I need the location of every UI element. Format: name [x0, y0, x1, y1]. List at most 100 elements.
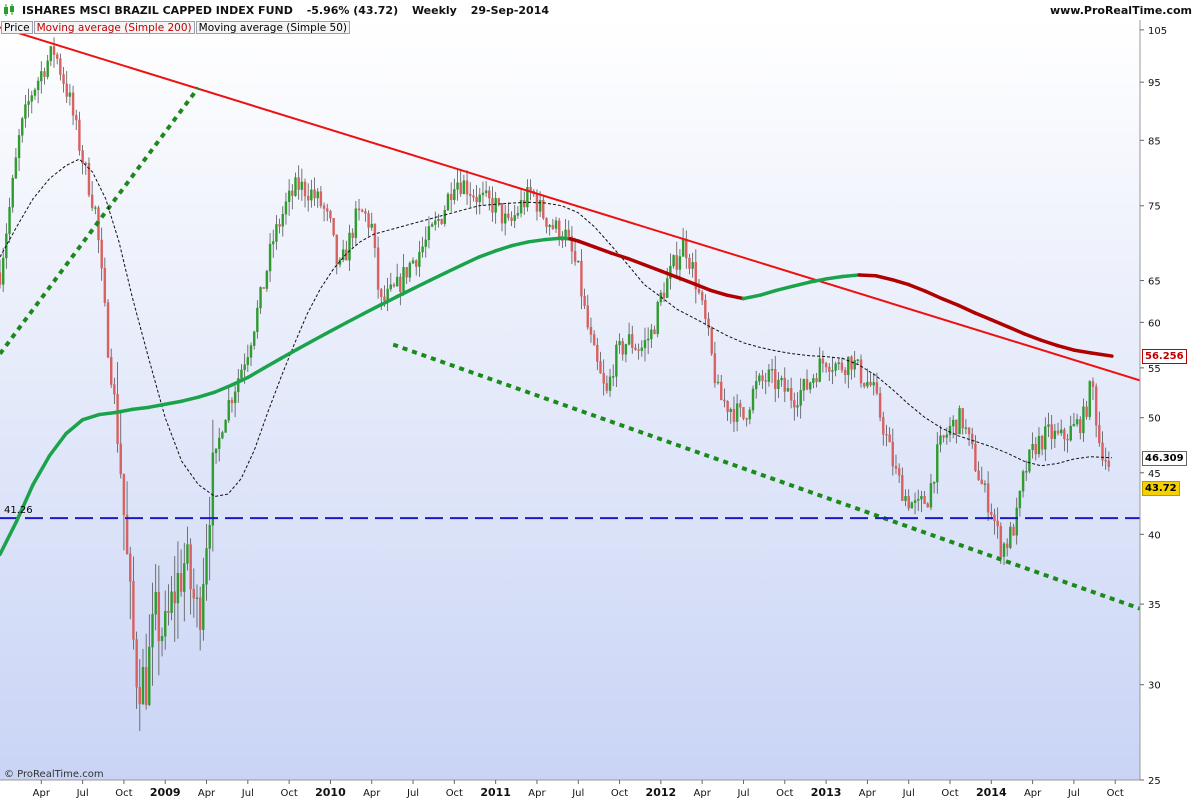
candle [90, 194, 94, 209]
ma200-segment [279, 347, 300, 361]
candle [183, 563, 186, 592]
candle [519, 200, 523, 214]
candle [481, 192, 485, 196]
candle [443, 209, 447, 224]
candle [971, 433, 974, 445]
candle [408, 262, 412, 278]
candle [605, 383, 609, 391]
legend-ma200[interactable]: Moving average (Simple 200) [33, 21, 195, 34]
candle [125, 514, 129, 555]
ma200-segment [923, 289, 944, 301]
candle [21, 118, 24, 136]
candle [828, 366, 831, 372]
x-tick-label: 2012 [646, 786, 677, 799]
x-tick-label: 2014 [976, 786, 1007, 799]
candle [81, 150, 84, 164]
candle [237, 378, 240, 393]
candle [920, 496, 923, 500]
candle [815, 378, 818, 382]
x-tick-label: Oct [941, 788, 958, 799]
y-tick-label: 45 [1148, 469, 1161, 480]
x-tick-label: Oct [446, 788, 463, 799]
candle [421, 246, 424, 253]
candle [17, 135, 21, 158]
candle [472, 195, 475, 198]
ma200-segment [444, 262, 465, 275]
candle [942, 435, 945, 438]
candle [885, 434, 888, 436]
ma200-segment [939, 296, 961, 307]
candle [440, 219, 443, 224]
candle [618, 341, 621, 346]
period-label: Weekly [411, 4, 457, 17]
x-tick-label: Jul [406, 788, 419, 799]
candle [1028, 449, 1031, 472]
candle [1094, 386, 1098, 426]
ma200-segment [80, 412, 101, 422]
ma200-segment [526, 237, 547, 244]
candle [233, 391, 237, 404]
trendline-channel-lower[interactable] [392, 342, 1140, 611]
candle [138, 687, 141, 705]
candle [634, 347, 637, 350]
ma200-segment [758, 288, 779, 297]
y-tick-label: 55 [1148, 364, 1161, 375]
candle [678, 256, 682, 270]
candle [103, 267, 107, 303]
ma200-segment [1088, 351, 1114, 358]
x-tick-label: Jul [76, 788, 89, 799]
candle [399, 276, 402, 292]
ma200-segment [97, 410, 118, 417]
legend-price[interactable]: Price [1, 21, 33, 34]
candle [777, 379, 780, 390]
ma200-segment [295, 338, 316, 351]
ma200-segment [807, 277, 828, 284]
candle [243, 364, 246, 371]
candle [716, 381, 720, 384]
candle [726, 401, 729, 413]
candle [1072, 424, 1076, 427]
ma200-segment [146, 402, 167, 410]
candle [980, 479, 983, 485]
ma200-segment [345, 311, 366, 325]
ma200-segment [246, 366, 267, 380]
candle [300, 181, 304, 190]
candle [192, 588, 196, 599]
ma200-segment [493, 243, 514, 253]
legend-ma50[interactable]: Moving average (Simple 50) [195, 21, 350, 34]
chart-date: 29-Sep-2014 [470, 4, 550, 17]
candle [729, 409, 732, 413]
candle [319, 191, 323, 206]
ma50-line[interactable] [0, 158, 1112, 498]
candle [643, 339, 647, 349]
candle [94, 207, 97, 209]
candle [767, 369, 771, 382]
chart-title-bar: ISHARES MSCI BRAZIL CAPPED INDEX FUND -5… [22, 4, 559, 17]
candle [586, 305, 589, 328]
candle [812, 378, 815, 383]
candle [456, 182, 459, 190]
candle [392, 284, 396, 287]
candle [809, 382, 812, 390]
y-tick-label: 60 [1148, 318, 1161, 329]
candle [1002, 543, 1006, 557]
x-tick-label: Oct [280, 788, 297, 799]
candle [770, 369, 774, 371]
candle [1025, 471, 1028, 473]
candle [554, 220, 558, 229]
candle [287, 190, 291, 202]
site-link[interactable]: www.ProRealTime.com [1049, 4, 1192, 17]
candle [675, 255, 678, 270]
ma200-segment [659, 269, 680, 280]
plot-area[interactable] [0, 20, 1140, 780]
candle [27, 101, 30, 105]
y-tick-label: 30 [1148, 681, 1161, 692]
trendline-resistance[interactable] [0, 26, 1140, 382]
candle [1005, 543, 1009, 548]
candle [1107, 460, 1111, 467]
ma200-segment [609, 251, 630, 261]
candle [897, 468, 901, 476]
candle [43, 71, 46, 77]
candle [46, 60, 49, 77]
